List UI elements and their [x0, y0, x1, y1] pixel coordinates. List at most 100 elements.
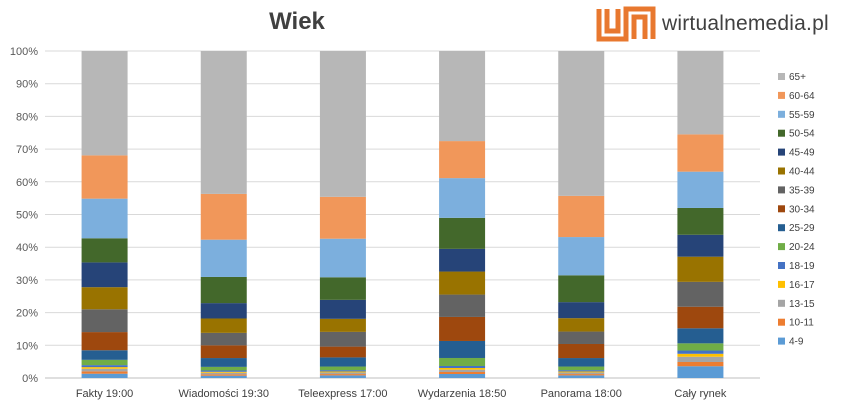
bar-segment — [677, 281, 724, 307]
bar-segment — [558, 195, 605, 238]
legend-label: 13-15 — [789, 299, 815, 310]
bar-segment — [319, 372, 366, 375]
bar-segment — [558, 302, 605, 319]
bar-segment — [677, 353, 724, 357]
bar-segment — [439, 51, 486, 142]
legend-swatch — [778, 73, 785, 80]
bar-segment — [677, 306, 724, 329]
wirtualnemedia-logo-icon — [596, 6, 656, 42]
bar-segment — [558, 371, 605, 373]
y-tick-label: 50% — [16, 210, 38, 222]
bar-segment — [81, 368, 128, 372]
bar-segment — [200, 193, 247, 240]
legend-swatch — [778, 243, 785, 251]
bar-segment — [200, 345, 247, 359]
bar-segment — [200, 374, 247, 376]
bar-segment — [81, 359, 128, 366]
bar-segment — [677, 134, 724, 172]
legend-swatch — [778, 337, 785, 345]
bar-segment — [439, 178, 486, 218]
bar-segment — [319, 299, 366, 319]
bar-segment — [677, 350, 724, 354]
bar-segment — [558, 374, 605, 376]
y-tick-label: 60% — [16, 177, 38, 189]
legend-label: 60-64 — [789, 91, 815, 102]
bar-segment — [439, 357, 486, 366]
bar-segment — [200, 303, 247, 319]
bar-segment — [319, 196, 366, 239]
bar-segment — [439, 248, 486, 272]
bar-segment — [558, 275, 605, 303]
bar-segment — [677, 234, 724, 257]
bar-segment — [200, 370, 247, 372]
legend-swatch — [778, 299, 785, 307]
bar-segment — [200, 239, 247, 277]
legend-label: 30-34 — [789, 204, 815, 215]
legend-label: 25-29 — [789, 223, 815, 234]
x-category-label: Wydarzenia 18:50 — [418, 388, 507, 400]
bar-segment — [319, 346, 366, 358]
x-category-label: Wiadomości 19:30 — [179, 388, 270, 400]
legend-label: 16-17 — [789, 280, 815, 291]
bar-segment — [81, 365, 128, 368]
legend-swatch — [778, 280, 785, 288]
y-tick-label: 80% — [16, 111, 38, 123]
legend-label: 55-59 — [789, 110, 815, 121]
bar-segment — [677, 328, 724, 344]
y-tick-label: 70% — [16, 144, 38, 156]
legend-swatch — [778, 167, 785, 175]
bar-segment — [439, 369, 486, 372]
bar-segment — [558, 366, 605, 371]
legend-swatch — [778, 318, 785, 326]
bar-segment — [439, 367, 486, 370]
legend-swatch — [778, 148, 785, 156]
bar-segment — [677, 207, 724, 235]
logo-text: wirtualnemedia.pl — [662, 12, 829, 35]
y-tick-label: 90% — [16, 79, 38, 91]
x-category-label: Teleexpress 17:00 — [298, 388, 387, 400]
y-tick-label: 30% — [16, 275, 38, 287]
bar-segment — [200, 318, 247, 333]
bar-segment — [319, 318, 366, 332]
legend-label: 45-49 — [789, 148, 815, 159]
bar-segment — [439, 217, 486, 249]
bar-segment — [81, 350, 128, 360]
legend-swatch — [778, 262, 785, 269]
bar-segment — [81, 51, 128, 156]
bar-segment — [677, 343, 724, 351]
bar-segment — [81, 332, 128, 351]
bar-segment — [200, 332, 247, 346]
legend-swatch — [778, 129, 785, 137]
bar-segment — [81, 371, 128, 374]
bar-segment — [558, 372, 605, 375]
bar-segment — [558, 51, 605, 196]
bar-segment — [200, 51, 247, 194]
bar-segment — [439, 371, 486, 374]
bar-segment — [558, 343, 605, 359]
bar-segment — [319, 331, 366, 347]
legend-swatch — [778, 110, 785, 118]
bar-segment — [319, 374, 366, 376]
y-tick-label: 0% — [22, 373, 38, 385]
bar-segment — [81, 155, 128, 199]
bar-segment — [200, 371, 247, 373]
bar-segment — [319, 370, 366, 372]
y-tick-label: 20% — [16, 308, 38, 320]
bar-segment — [81, 309, 128, 333]
bar-segment — [81, 262, 128, 288]
bar-segment — [558, 331, 605, 344]
bar-segment — [319, 357, 366, 367]
legend-label: 40-44 — [789, 167, 815, 178]
legend-swatch — [778, 224, 785, 232]
bar-segment — [558, 375, 605, 378]
bar-segment — [200, 276, 247, 304]
bar-segment — [81, 373, 128, 378]
y-tick-label: 100% — [10, 46, 38, 58]
bar-segment — [439, 294, 486, 317]
bar-segment — [319, 238, 366, 278]
legend-label: 50-54 — [789, 129, 815, 140]
bar-segment — [677, 366, 724, 378]
bar-segment — [319, 375, 366, 378]
